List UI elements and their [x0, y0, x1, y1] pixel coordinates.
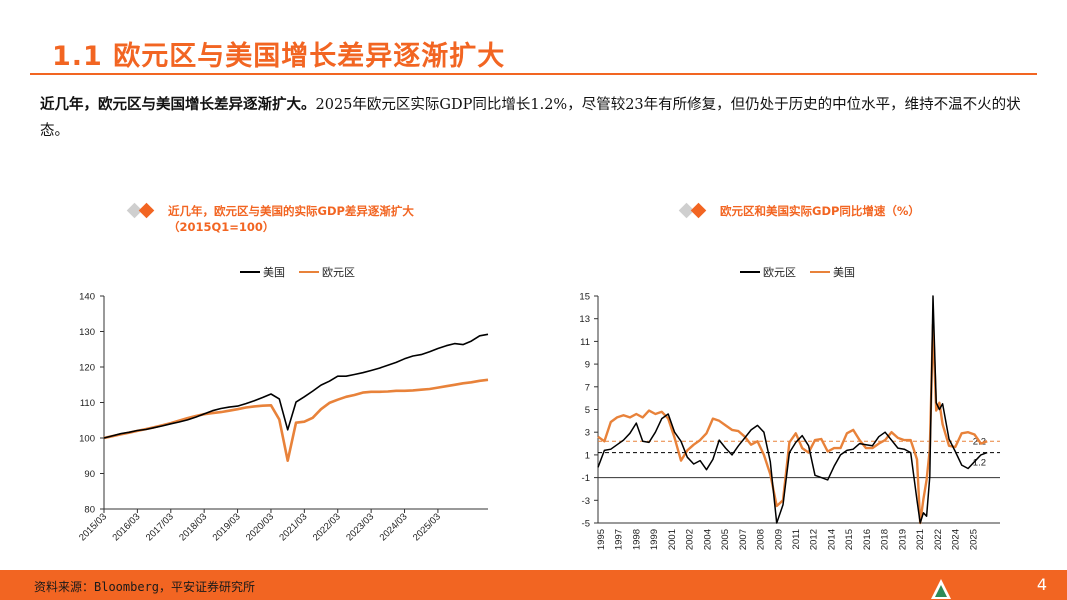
series-line-us	[103, 333, 489, 439]
page-title: 1.1 欧元区与美国增长差异逐渐扩大	[52, 41, 506, 72]
title-divider	[30, 73, 1037, 75]
x-tick-label: 2011	[791, 529, 802, 549]
x-tick-label: 2025/03	[411, 511, 443, 543]
y-tick-label: 7	[585, 382, 590, 393]
y-tick-label: 90	[84, 469, 95, 480]
footer-bar: 资料来源：Bloomberg，平安证券研究所 4	[0, 570, 1067, 600]
y-tick-label: 9	[585, 360, 590, 371]
y-tick-label: 110	[80, 398, 95, 409]
diamond-bullet-icon	[126, 202, 160, 219]
right-chart-title: 欧元区和美国实际GDP同比增速（%）	[720, 204, 920, 218]
y-tick-label: 5	[585, 405, 590, 416]
x-tick-label: 2018/03	[177, 511, 209, 543]
x-tick-label: 1995	[596, 529, 607, 550]
x-tick-label: 2004	[702, 529, 713, 550]
legend-label-2: 美国	[833, 266, 855, 279]
legend-label-2: 欧元区	[322, 266, 355, 279]
series-line-eurozone	[103, 378, 489, 462]
x-tick-label: 2005	[720, 529, 731, 550]
intro-text: 2025年欧元区实际GDP同比增长1.2%，尽管较23年有所修复，但仍处于历史的…	[40, 97, 1021, 139]
series-line-eurozone	[597, 295, 988, 524]
x-tick-label: 2009	[773, 529, 784, 550]
y-tick-label: 3	[585, 428, 590, 439]
source-note: 资料来源：Bloomberg，平安证券研究所	[34, 580, 256, 594]
y-tick-label: 130	[79, 327, 95, 338]
y-tick-label: 13	[579, 314, 590, 325]
y-tick-label: 11	[580, 337, 590, 348]
x-tick-label: 2016/03	[110, 511, 142, 543]
x-tick-label: 2019	[897, 529, 908, 550]
x-tick-label: 2002	[685, 529, 696, 550]
x-tick-label: 2012	[809, 529, 820, 550]
x-tick-label: 2018	[880, 529, 891, 550]
x-tick-label: 2015	[844, 529, 855, 550]
x-tick-label: 1998	[631, 529, 642, 550]
x-tick-label: 2008	[756, 529, 767, 550]
x-tick-label: 2024/03	[378, 511, 410, 543]
x-tick-label: 2025	[968, 529, 979, 550]
x-tick-label: 2020/03	[244, 511, 276, 543]
y-tick-label: 80	[84, 505, 95, 516]
left-chart-header: 近几年，欧元区与美国的实际GDP差异逐渐扩大 （2015Q1=100）	[126, 202, 414, 235]
x-tick-label: 2021	[915, 529, 926, 550]
y-tick-label: 120	[79, 363, 95, 374]
x-tick-label: 2017/03	[144, 511, 176, 543]
intro-bold: 近几年，欧元区与美国增长差异逐渐扩大。	[40, 96, 316, 113]
right-chart-header: 欧元区和美国实际GDP同比增速（%）	[678, 202, 920, 219]
x-tick-label: 2024	[951, 529, 962, 550]
y-tick-label: -3	[582, 496, 590, 507]
page-number: 4	[1036, 575, 1047, 594]
y-tick-label: 100	[79, 434, 95, 445]
x-tick-label: 1997	[614, 529, 625, 550]
left-chart-title: 近几年，欧元区与美国的实际GDP差异逐渐扩大	[168, 204, 414, 218]
x-tick-label: 2016	[862, 529, 873, 550]
x-tick-label: 1999	[649, 529, 660, 550]
y-tick-label: 1	[585, 450, 590, 461]
x-tick-label: 2014	[826, 529, 837, 550]
legend-label-1: 美国	[263, 266, 285, 279]
left-chart-subtitle: （2015Q1=100）	[168, 220, 275, 234]
diamond-bullet-icon	[678, 202, 712, 219]
x-tick-label: 2015/03	[77, 511, 109, 543]
x-tick-label: 2022/03	[311, 511, 343, 543]
intro-paragraph: 近几年，欧元区与美国增长差异逐渐扩大。2025年欧元区实际GDP同比增长1.2%…	[40, 92, 1030, 144]
y-tick-label: -5	[582, 519, 590, 530]
legend-label-1: 欧元区	[763, 266, 796, 279]
y-tick-label: 140	[79, 292, 95, 303]
reference-label: 1.2	[973, 458, 986, 469]
x-tick-label: 2019/03	[211, 511, 243, 543]
y-tick-label: -1	[582, 473, 590, 484]
x-tick-label: 2007	[738, 529, 749, 550]
x-tick-label: 2022	[933, 529, 944, 550]
x-tick-label: 2001	[667, 529, 678, 550]
company-logo-icon	[931, 579, 951, 599]
y-tick-label: 15	[579, 292, 590, 303]
x-tick-label: 2023/03	[344, 511, 376, 543]
x-tick-label: 2021/03	[277, 511, 309, 543]
